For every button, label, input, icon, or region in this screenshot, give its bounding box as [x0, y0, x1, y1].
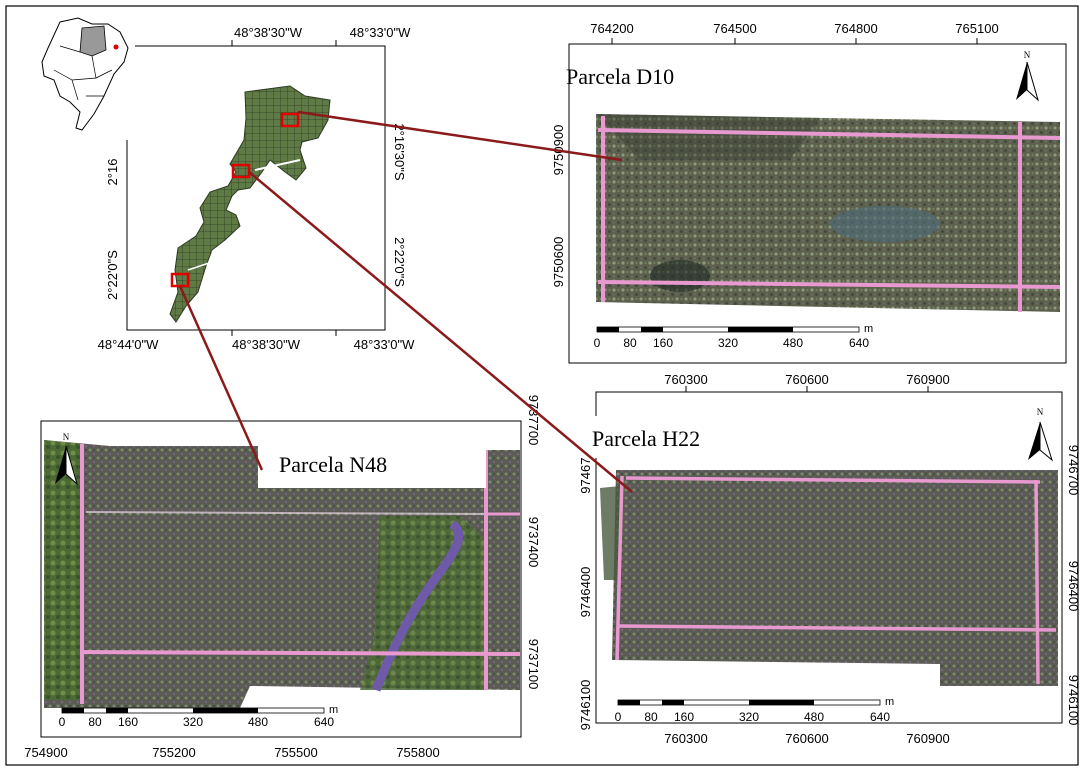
n48-right-tick: 9737400 — [526, 517, 541, 568]
marker-d10 — [280, 112, 300, 128]
d10-top-tick: 764200 — [590, 21, 633, 36]
overview-top-tick: 48°33'0"W — [350, 25, 411, 40]
n48-bottom-tick: 755200 — [152, 745, 195, 760]
n48-right-tick: 9737700 — [526, 395, 541, 446]
h22-title-box — [581, 416, 781, 458]
overview-frame — [126, 45, 386, 331]
d10-ortho-image — [596, 114, 1061, 312]
svg-text:640: 640 — [849, 336, 869, 350]
farm-blocks — [169, 85, 331, 323]
h22-bottom-tick: 760300 — [664, 731, 707, 746]
overview-map: 48°38'30"W 48°33'0"W 48°44'0"W 48°38'30"… — [20, 12, 415, 352]
h22-bottom-tick: 760900 — [906, 731, 949, 746]
svg-text:640: 640 — [314, 715, 334, 729]
d10-left-tick: 9750600 — [551, 237, 566, 288]
h22-right-tick: 9746100 — [1066, 675, 1081, 726]
h22-left-tick: 9746100 — [578, 680, 593, 731]
panel-h22: 760300 760600 760900 760300 760600 76090… — [578, 372, 1081, 746]
h22-top-tick: 760300 — [664, 372, 707, 387]
n48-bottom-tick: 755500 — [274, 745, 317, 760]
n48-title-box — [258, 440, 486, 488]
svg-text:320: 320 — [739, 710, 759, 724]
svg-text:m: m — [885, 696, 894, 708]
panel-n48: 754900 755200 755500 755800 9737700 9737… — [24, 395, 541, 760]
h22-title: Parcela H22 — [592, 426, 700, 451]
h22-top-tick: 760900 — [906, 372, 949, 387]
svg-text:0: 0 — [594, 336, 601, 350]
svg-text:320: 320 — [718, 336, 738, 350]
svg-text:480: 480 — [248, 715, 268, 729]
overview-left-tick: 2°16 — [105, 159, 120, 186]
h22-left-tick: 9746400 — [578, 567, 593, 618]
n48-scale-bar: 0 80 160 320 480 640 m — [59, 704, 339, 729]
svg-text:480: 480 — [804, 710, 824, 724]
svg-text:0: 0 — [615, 710, 622, 724]
d10-top-tick: 764500 — [713, 21, 756, 36]
leader-line-h22 — [248, 171, 633, 493]
svg-text:320: 320 — [183, 715, 203, 729]
svg-text:160: 160 — [118, 715, 138, 729]
d10-title: Parcela D10 — [566, 64, 674, 89]
overview-bottom-tick: 48°44'0"W — [98, 337, 159, 352]
n48-title: Parcela N48 — [279, 452, 387, 477]
brazil-inset-map — [20, 12, 135, 140]
svg-text:m: m — [329, 704, 338, 716]
svg-text:160: 160 — [653, 336, 673, 350]
svg-text:m: m — [864, 323, 873, 335]
h22-top-tick: 760600 — [785, 372, 828, 387]
svg-text:80: 80 — [623, 336, 637, 350]
leader-lines — [178, 110, 633, 493]
svg-text:160: 160 — [674, 710, 694, 724]
overview-right-tick: 2°16'30"S — [392, 123, 407, 180]
leader-line-n48 — [178, 285, 264, 471]
svg-text:N: N — [63, 432, 70, 442]
h22-right-tick: 9746400 — [1066, 561, 1081, 612]
h22-left-tick: 974670 — [578, 450, 593, 493]
svg-text:80: 80 — [644, 710, 658, 724]
svg-text:480: 480 — [783, 336, 803, 350]
n48-north-arrow: N — [55, 432, 78, 486]
d10-scale-bar: 0 80 160 320 480 640 m — [594, 323, 874, 350]
h22-ortho-image — [600, 470, 1058, 686]
panel-d10: 764200 764500 764800 765100 9750900 9750… — [551, 21, 1067, 364]
n48-bottom-tick: 755800 — [396, 745, 439, 760]
d10-top-tick: 765100 — [955, 21, 998, 36]
overview-bottom-tick: 48°38'30"W — [232, 337, 301, 352]
overview-right-tick: 2°22'0"S — [392, 237, 407, 287]
svg-text:N: N — [1037, 407, 1044, 417]
svg-text:N: N — [1024, 50, 1031, 60]
h22-right-tick: 9746700 — [1066, 445, 1081, 496]
d10-top-tick: 764800 — [834, 21, 877, 36]
h22-bottom-tick: 760600 — [785, 731, 828, 746]
n48-ortho-image — [44, 440, 521, 708]
n48-bottom-tick: 754900 — [24, 745, 67, 760]
h22-north-arrow: N — [1028, 407, 1053, 462]
overview-top-tick: 48°38'30"W — [234, 25, 303, 40]
svg-text:0: 0 — [59, 715, 66, 729]
n48-right-tick: 9737100 — [526, 639, 541, 690]
d10-north-arrow: N — [1016, 50, 1039, 102]
h22-scale-bar: 0 80 160 320 480 640 m — [615, 696, 895, 724]
marker-h22 — [231, 163, 251, 179]
overview-bottom-tick: 48°33'0"W — [354, 337, 415, 352]
leader-line-d10 — [297, 110, 623, 162]
overview-left-tick: 2°22'0"S — [105, 250, 120, 300]
svg-text:640: 640 — [870, 710, 890, 724]
svg-text:80: 80 — [88, 715, 102, 729]
